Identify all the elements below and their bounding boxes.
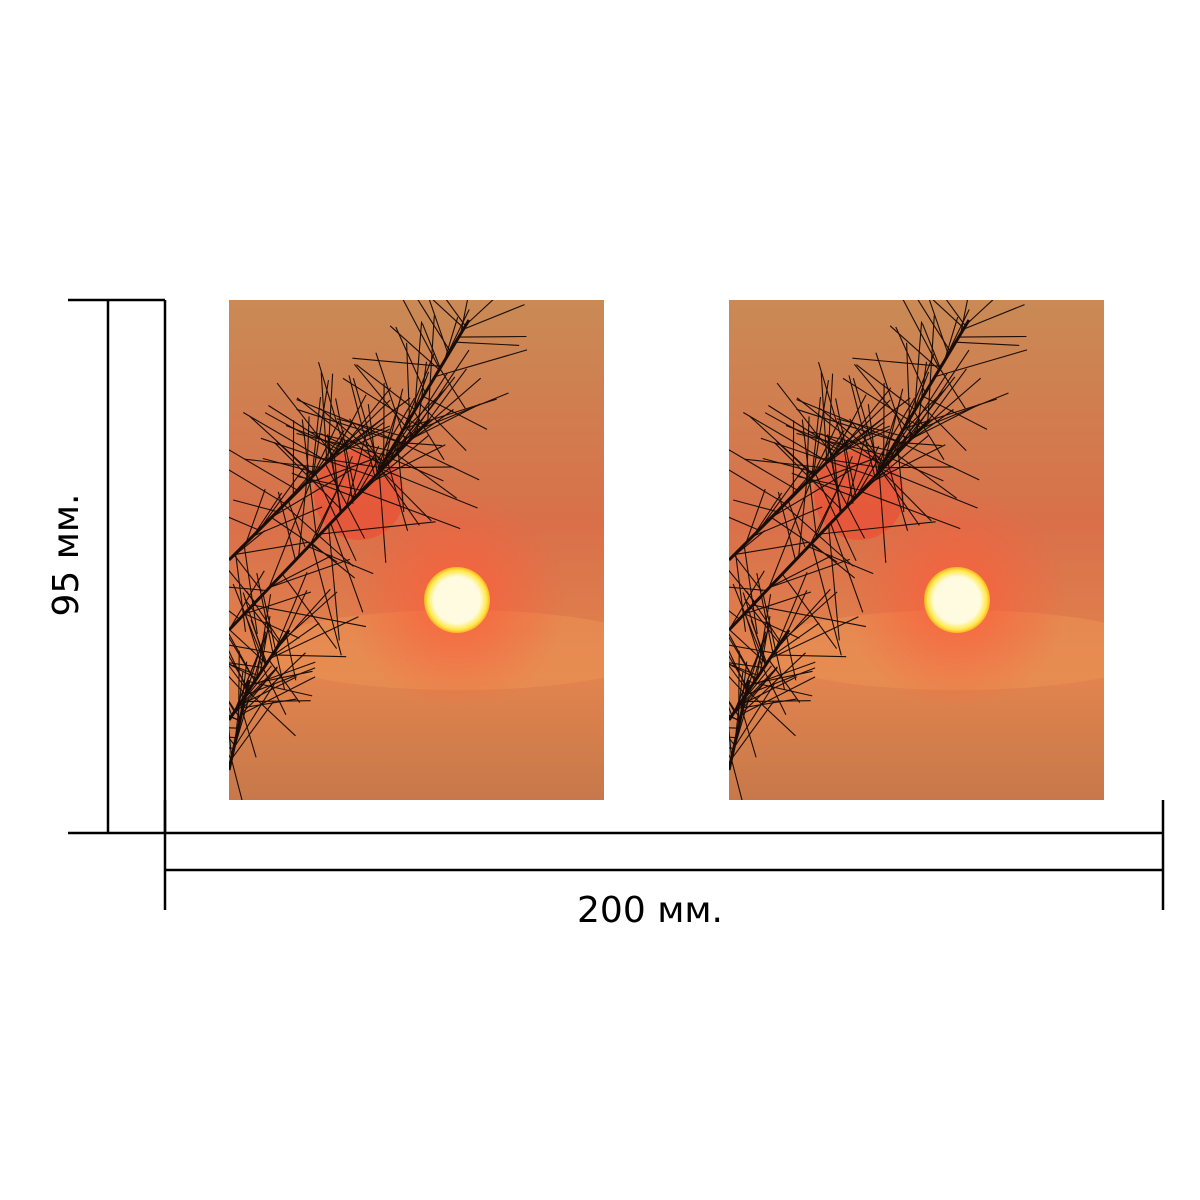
height-dimension: 95 мм.: [46, 298, 167, 835]
width-label: 200 мм.: [577, 890, 723, 931]
photo-left: [152, 253, 660, 822]
photo-right: [652, 253, 1160, 822]
height-label: 95 мм.: [46, 493, 87, 616]
width-dimension: 200 мм.: [163, 800, 1165, 931]
